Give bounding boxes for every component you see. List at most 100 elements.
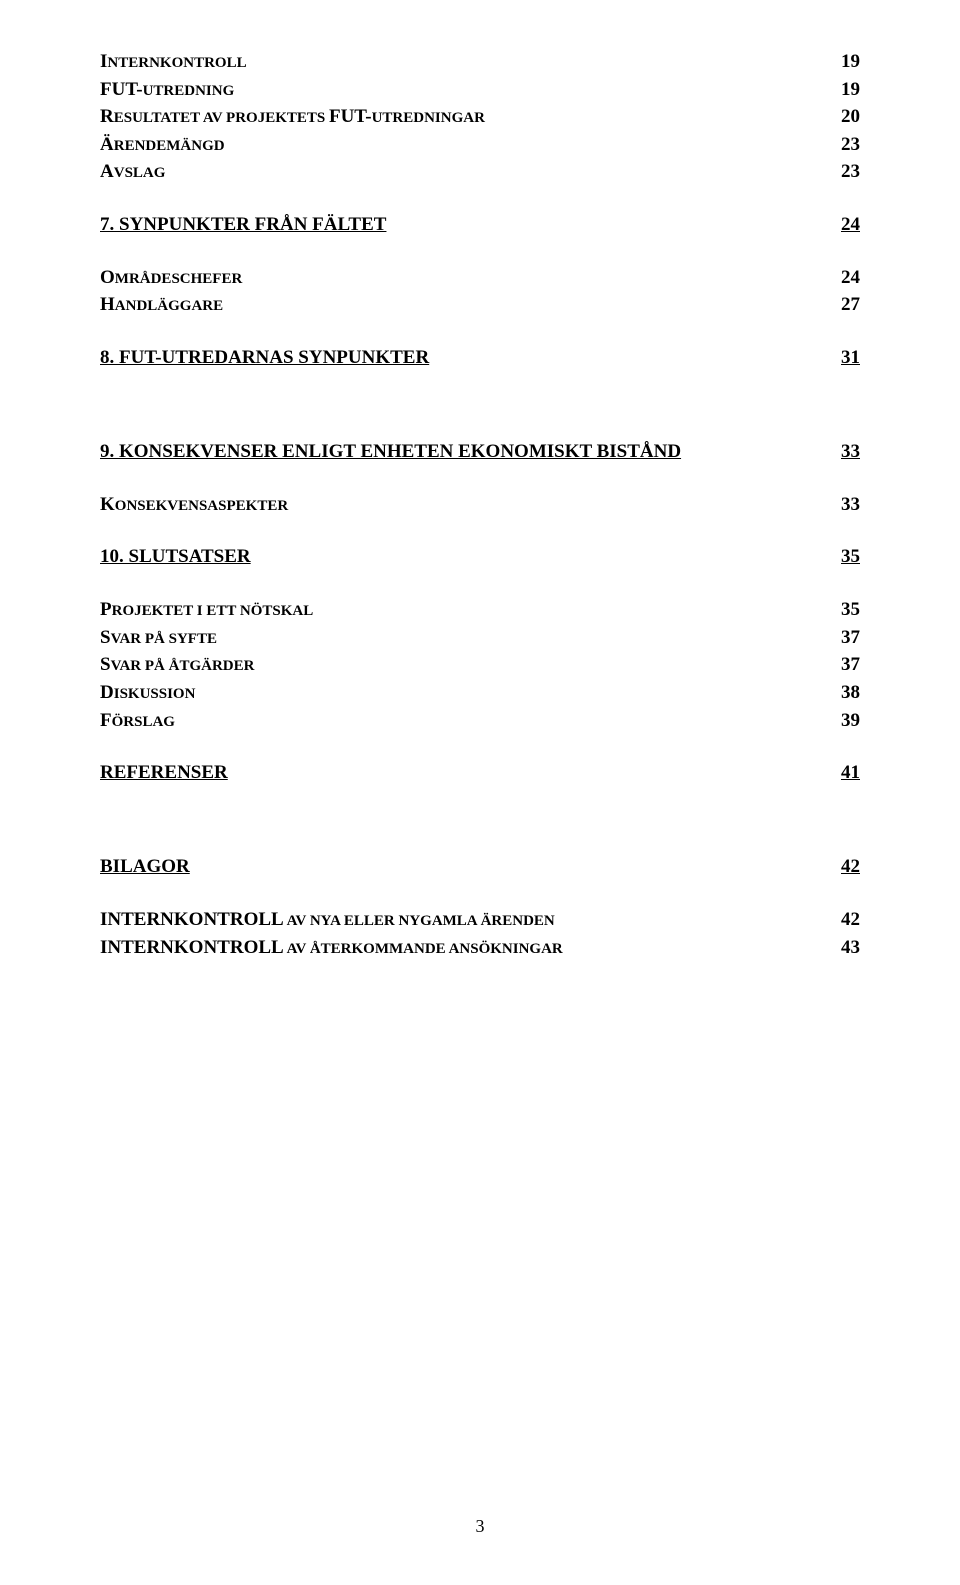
toc-entry-label: INTERNKONTROLL bbox=[100, 48, 247, 76]
toc-heading-number: 31 bbox=[841, 347, 860, 369]
toc-gap bbox=[100, 236, 860, 264]
toc-heading-label: BILAGOR bbox=[100, 856, 190, 878]
toc-entry-number: 37 bbox=[841, 651, 860, 679]
toc-entry-label: RESULTATET AV PROJEKTETS FUT-UTREDNINGAR bbox=[100, 103, 485, 131]
toc-entry-label: FÖRSLAG bbox=[100, 707, 175, 735]
toc-entry: OMRÅDESCHEFER 24 bbox=[100, 264, 860, 292]
toc-entry: AVSLAG 23 bbox=[100, 158, 860, 186]
toc-entry-label: OMRÅDESCHEFER bbox=[100, 264, 242, 292]
toc-entry-number: 37 bbox=[841, 624, 860, 652]
toc-entry-rest: VAR PÅ SYFTE bbox=[111, 631, 217, 647]
toc-entry-caps: S bbox=[100, 654, 111, 675]
toc-entry-number: 23 bbox=[841, 131, 860, 159]
toc-gap bbox=[100, 186, 860, 214]
toc-entry: RESULTATET AV PROJEKTETS FUT-UTREDNINGAR… bbox=[100, 103, 860, 131]
toc-entry-caps: O bbox=[100, 267, 115, 288]
toc-entry: INTERNKONTROLL 19 bbox=[100, 48, 860, 76]
toc-entry-rest: ESULTATET AV PROJEKTETS bbox=[114, 110, 329, 126]
toc-entry-caps: D bbox=[100, 682, 114, 703]
toc-gap bbox=[100, 518, 860, 546]
toc-gap bbox=[100, 319, 860, 347]
toc-entry-caps: FUT- bbox=[100, 79, 143, 100]
toc-entry-caps: P bbox=[100, 599, 112, 620]
toc-entry-rest: ONSEKVENSASPEKTER bbox=[115, 498, 288, 514]
toc-entry-label: SVAR PÅ SYFTE bbox=[100, 624, 217, 652]
toc-entry-label: SVAR PÅ ÅTGÄRDER bbox=[100, 651, 254, 679]
toc-entry-caps: R bbox=[100, 106, 114, 127]
toc-entry-number: 20 bbox=[841, 103, 860, 131]
toc-entry: DISKUSSION 38 bbox=[100, 679, 860, 707]
toc-heading-label: 10. SLUTSATSER bbox=[100, 546, 251, 568]
toc-entry-label: PROJEKTET I ETT NÖTSKAL bbox=[100, 596, 313, 624]
toc-entry-number: 27 bbox=[841, 291, 860, 319]
toc-entry-rest: ISKUSSION bbox=[114, 686, 196, 702]
toc-heading-number: 33 bbox=[841, 441, 860, 463]
toc-entry-caps: INTERNKONTROLL bbox=[100, 937, 284, 958]
toc-entry-number: 42 bbox=[841, 906, 860, 934]
toc-entry-number: 39 bbox=[841, 707, 860, 735]
toc-entry-label: FUT-UTREDNING bbox=[100, 76, 234, 104]
toc-entry: FÖRSLAG 39 bbox=[100, 707, 860, 735]
toc-heading-label: 9. KONSEKVENSER ENLIGT ENHETEN EKONOMISK… bbox=[100, 441, 681, 463]
toc-entry: HANDLÄGGARE 27 bbox=[100, 291, 860, 319]
toc-entry-label: INTERNKONTROLL AV ÅTERKOMMANDE ANSÖKNING… bbox=[100, 934, 563, 962]
page-number: 3 bbox=[0, 1516, 960, 1537]
toc-entry-number: 23 bbox=[841, 158, 860, 186]
toc-entry-rest: UTREDNINGAR bbox=[372, 110, 485, 126]
toc-entry-rest: VSLAG bbox=[114, 165, 166, 181]
toc-entry-caps: INTERNKONTROLL bbox=[100, 909, 284, 930]
toc-heading: REFERENSER 41 bbox=[100, 762, 860, 784]
toc-entry-rest: AV ÅTERKOMMANDE ANSÖKNINGAR bbox=[284, 941, 563, 957]
toc-entry-number: 19 bbox=[841, 48, 860, 76]
toc-entry: PROJEKTET I ETT NÖTSKAL 35 bbox=[100, 596, 860, 624]
toc-entry-caps: Ä bbox=[100, 134, 114, 155]
toc-entry-label: ÄRENDEMÄNGD bbox=[100, 131, 225, 159]
toc-entry-rest: ROJEKTET I ETT NÖTSKAL bbox=[112, 603, 314, 619]
toc-entry-label: HANDLÄGGARE bbox=[100, 291, 223, 319]
toc-entry: ÄRENDEMÄNGD 23 bbox=[100, 131, 860, 159]
toc-entry-label: DISKUSSION bbox=[100, 679, 195, 707]
toc-heading-number: 24 bbox=[841, 214, 860, 236]
toc-entry-caps: H bbox=[100, 294, 115, 315]
toc-entry-rest: NTERNKONTROLL bbox=[107, 55, 246, 71]
toc-gap bbox=[100, 463, 860, 491]
toc-heading: 7. SYNPUNKTER FRÅN FÄLTET24 bbox=[100, 214, 860, 236]
toc-heading: BILAGOR 42 bbox=[100, 856, 860, 878]
table-of-contents: INTERNKONTROLL19FUT-UTREDNING19RESULTATE… bbox=[100, 48, 860, 961]
toc-heading-number: 41 bbox=[841, 762, 860, 784]
toc-entry-rest: RENDEMÄNGD bbox=[114, 138, 225, 154]
toc-entry-number: 43 bbox=[841, 934, 860, 962]
toc-gap bbox=[100, 784, 860, 856]
toc-heading-label: REFERENSER bbox=[100, 762, 228, 784]
toc-entry-number: 33 bbox=[841, 491, 860, 519]
toc-entry-label: INTERNKONTROLL AV NYA ELLER NYGAMLA ÄREN… bbox=[100, 906, 555, 934]
toc-entry-rest: ANDLÄGGARE bbox=[115, 298, 223, 314]
toc-gap bbox=[100, 568, 860, 596]
toc-entry: SVAR PÅ SYFTE 37 bbox=[100, 624, 860, 652]
toc-heading-number: 42 bbox=[841, 856, 860, 878]
toc-entry-label: AVSLAG bbox=[100, 158, 165, 186]
toc-entry-number: 19 bbox=[841, 76, 860, 104]
toc-entry: KONSEKVENSASPEKTER 33 bbox=[100, 491, 860, 519]
toc-entry-rest: AV NYA ELLER NYGAMLA ÄRENDEN bbox=[284, 913, 555, 929]
toc-entry-rest: ÖRSLAG bbox=[112, 714, 175, 730]
toc-entry-caps: S bbox=[100, 627, 111, 648]
toc-entry-caps: A bbox=[100, 161, 114, 182]
toc-entry-number: 38 bbox=[841, 679, 860, 707]
toc-entry-rest: UTREDNING bbox=[143, 83, 235, 99]
toc-entry-number: 35 bbox=[841, 596, 860, 624]
toc-heading: 10. SLUTSATSER 35 bbox=[100, 546, 860, 568]
toc-entry-caps: K bbox=[100, 494, 115, 515]
toc-heading-label: 8. FUT-UTREDARNAS SYNPUNKTER bbox=[100, 347, 429, 369]
toc-heading: 8. FUT-UTREDARNAS SYNPUNKTER 31 bbox=[100, 347, 860, 369]
toc-gap bbox=[100, 734, 860, 762]
toc-heading-number: 35 bbox=[841, 546, 860, 568]
toc-entry-number: 24 bbox=[841, 264, 860, 292]
toc-entry-caps: F bbox=[100, 710, 112, 731]
toc-gap bbox=[100, 878, 860, 906]
toc-entry-label: KONSEKVENSASPEKTER bbox=[100, 491, 288, 519]
toc-entry-caps: FUT- bbox=[329, 106, 372, 127]
toc-entry: SVAR PÅ ÅTGÄRDER 37 bbox=[100, 651, 860, 679]
toc-gap bbox=[100, 369, 860, 441]
toc-entry-rest: VAR PÅ ÅTGÄRDER bbox=[111, 658, 255, 674]
